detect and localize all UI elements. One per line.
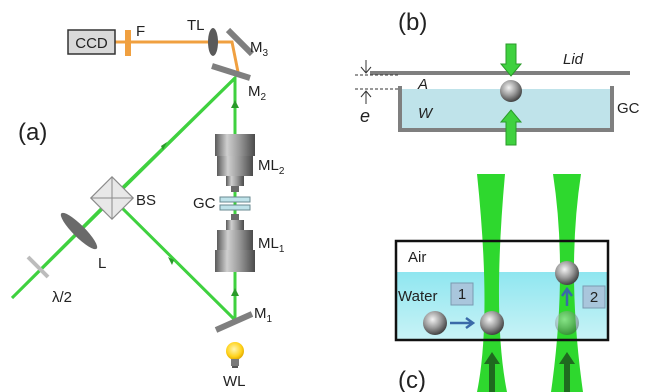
- wl-label: WL: [223, 373, 246, 390]
- lens-icon: [60, 212, 98, 250]
- bs-label: BS: [136, 192, 156, 209]
- panel-a: CCD F TL M3 M2 ML2 GC ML1: [10, 17, 285, 390]
- half-wave-plate-icon: [26, 255, 50, 279]
- beam-arrow: [168, 257, 174, 265]
- white-light-bulb-icon: [226, 342, 244, 368]
- mirror-m3-label: M3: [250, 39, 269, 59]
- step-badge-1: [450, 282, 474, 306]
- water-label-c: Water: [398, 288, 437, 305]
- air-label: A: [417, 76, 428, 93]
- laser-arrow-up-dark: [484, 352, 500, 392]
- bead: [423, 311, 447, 335]
- mirror-m1-label: M1: [254, 305, 273, 325]
- water-label: W: [418, 105, 434, 122]
- ccd-camera: [67, 29, 116, 55]
- imaging-beam-path: [115, 40, 240, 73]
- mirror-m2-icon: [211, 63, 251, 81]
- beam-arrow: [231, 100, 239, 108]
- tube-lens-icon: [208, 28, 218, 56]
- laser-input-beam: [110, 76, 237, 200]
- beam-arrow: [161, 142, 167, 150]
- panel-a-label: (a): [18, 119, 47, 146]
- air-label-c: Air: [408, 249, 426, 266]
- filter-label: F: [136, 23, 145, 40]
- objective-ml1-icon: [215, 214, 255, 272]
- objective-ml2-icon: [215, 134, 255, 192]
- lens-label: L: [98, 255, 106, 272]
- move-arrow-up: [560, 286, 574, 306]
- gc-label: GC: [193, 195, 216, 212]
- half-wave-label: λ/2: [52, 289, 72, 306]
- glass-cell-icon: [219, 204, 251, 211]
- beam-splitter-icon: [89, 175, 135, 221]
- ml1-label: ML1: [258, 235, 285, 255]
- mirror-m2-label: M2: [248, 83, 267, 103]
- panel-b: (b) Lid e A W GC: [355, 9, 640, 146]
- thickness-label: e: [360, 106, 370, 126]
- panel-c: Air Water 1 2 (c): [394, 174, 610, 392]
- focused-laser-beam-1: [477, 174, 507, 392]
- mirror-m1-icon: [214, 311, 254, 333]
- step-2-label: 2: [590, 289, 598, 306]
- panel-c-label: (c): [398, 367, 426, 392]
- step-1-label: 1: [458, 286, 466, 303]
- bead: [500, 80, 522, 102]
- move-arrow-right: [450, 316, 476, 330]
- thickness-arrow-bottom: [360, 90, 372, 104]
- panel-b-label: (b): [398, 9, 427, 36]
- bead: [555, 261, 579, 285]
- beam-arrow: [231, 288, 239, 296]
- thickness-arrow-top: [360, 60, 372, 74]
- bead: [480, 311, 504, 335]
- filter-icon: [125, 30, 131, 56]
- gc-label-b: GC: [617, 100, 640, 117]
- laser-arrow-down: [499, 43, 523, 77]
- tube-lens-label: TL: [187, 17, 205, 34]
- lid-label: Lid: [563, 51, 584, 68]
- sample-box: [394, 239, 610, 342]
- ml2-label: ML2: [258, 157, 285, 177]
- ccd-label: CCD: [75, 35, 108, 52]
- laser-arrow-up-dark: [559, 352, 575, 392]
- laser-arrow-up: [499, 109, 523, 146]
- bead: [555, 311, 579, 335]
- step-badge-2: [582, 285, 606, 309]
- mirror-m3-icon: [225, 27, 255, 57]
- glass-cell-icon: [219, 196, 251, 203]
